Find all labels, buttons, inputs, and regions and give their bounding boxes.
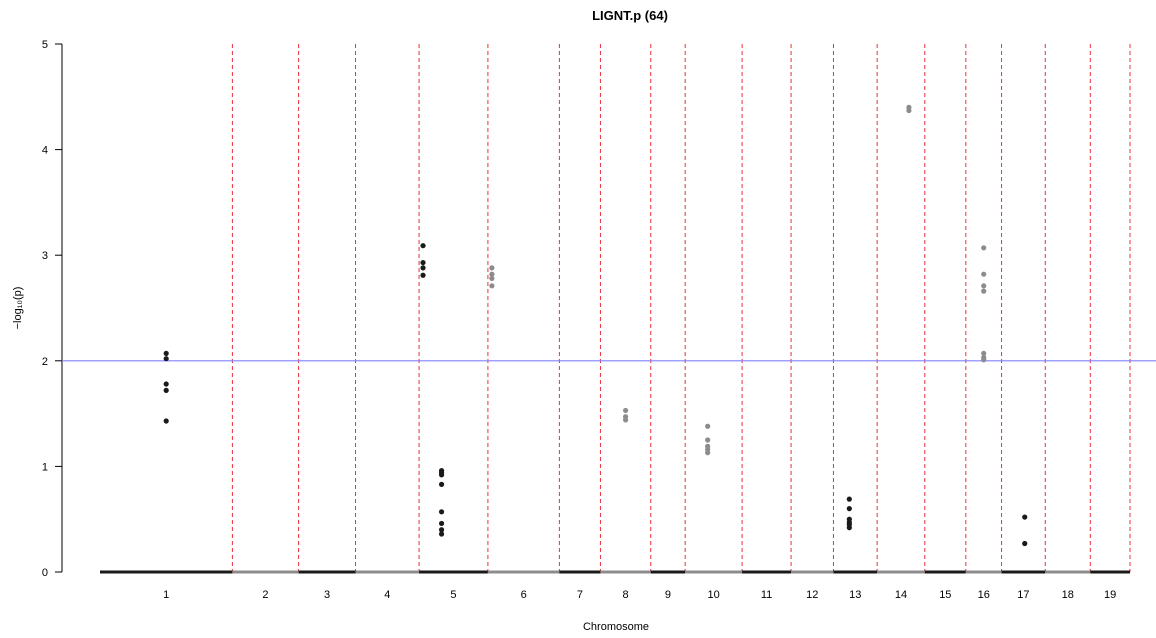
data-point — [705, 437, 711, 443]
data-point — [420, 265, 426, 271]
data-point — [438, 527, 445, 533]
chromosome-boundaries — [231, 44, 1131, 572]
x-tick-label: 5 — [450, 589, 456, 601]
x-tick-label: 3 — [324, 589, 330, 601]
data-point — [981, 283, 987, 289]
y-tick-label: 1 — [42, 461, 48, 473]
y-tick-label: 5 — [42, 39, 48, 51]
data-point — [906, 107, 912, 114]
x-tick-label: 13 — [849, 589, 861, 601]
data-point — [622, 417, 629, 423]
x-tick-label: 19 — [1104, 589, 1116, 601]
data-point — [420, 272, 426, 278]
data-point — [981, 245, 987, 251]
chart-title: LIGNT.p (64) — [592, 8, 668, 23]
x-tick-label: 7 — [577, 589, 583, 601]
data-point — [420, 243, 426, 249]
data-points — [163, 104, 1028, 547]
data-point — [846, 506, 852, 512]
data-point — [981, 288, 987, 294]
x-tick-label: 9 — [665, 589, 671, 601]
x-tick-label: 12 — [806, 589, 818, 601]
y-axis-label: −log₁₀(p) — [12, 287, 24, 330]
y-tick-label: 2 — [42, 356, 48, 368]
y-tick-label: 0 — [42, 567, 48, 579]
data-point — [420, 259, 426, 266]
y-axis: 0 1 2 3 4 5 — [42, 39, 63, 579]
data-point — [489, 275, 495, 282]
x-tick-label: 15 — [939, 589, 951, 601]
data-point — [438, 481, 445, 487]
data-point — [163, 350, 169, 357]
x-tick-label: 14 — [895, 589, 907, 601]
data-point — [1022, 540, 1028, 547]
data-point — [489, 283, 495, 289]
data-point — [981, 271, 987, 277]
x-tick-label: 1 — [163, 589, 169, 601]
data-point — [163, 418, 169, 424]
x-axis-tick-labels: 1 2 3 4 5 6 7 8 9 10 11 12 13 14 15 16 17 18 19 — [163, 589, 1116, 601]
data-point — [163, 356, 169, 362]
x-tick-label: 2 — [262, 589, 268, 601]
x-axis-label: Chromosome — [583, 621, 649, 633]
data-point — [489, 265, 495, 271]
data-point — [981, 357, 987, 363]
data-point — [1022, 514, 1028, 520]
data-point — [846, 496, 852, 502]
y-tick-label: 3 — [42, 250, 48, 262]
y-tick-label: 4 — [42, 145, 48, 157]
data-point — [163, 381, 169, 387]
data-point — [705, 450, 711, 456]
data-point — [622, 407, 629, 414]
data-point — [705, 423, 711, 429]
x-tick-label: 10 — [708, 589, 720, 601]
data-point — [163, 387, 169, 393]
x-tick-label: 18 — [1062, 589, 1074, 601]
data-point — [846, 525, 852, 531]
x-tick-label: 17 — [1017, 589, 1029, 601]
data-point — [981, 350, 987, 357]
data-point — [438, 531, 445, 537]
x-tick-label: 8 — [623, 589, 629, 601]
data-point — [438, 472, 445, 478]
data-point — [438, 509, 445, 515]
x-tick-label: 6 — [521, 589, 527, 601]
data-point — [489, 271, 495, 277]
data-point — [438, 520, 445, 527]
x-tick-label: 4 — [384, 589, 390, 601]
x-tick-label: 11 — [761, 589, 772, 601]
x-tick-label: 16 — [978, 589, 990, 601]
